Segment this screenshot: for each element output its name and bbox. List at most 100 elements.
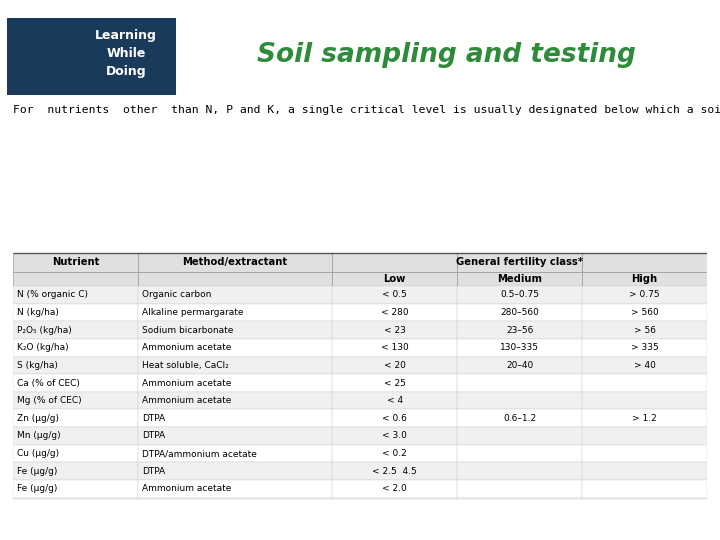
Bar (332, 515, 457, 533)
Bar (332, 303, 457, 321)
Text: Ammonium acetate: Ammonium acetate (142, 379, 231, 388)
Text: > 1.2: > 1.2 (632, 414, 657, 423)
Text: > 335: > 335 (631, 343, 659, 352)
Bar (13, 374, 138, 392)
Bar (582, 303, 707, 321)
Text: Mn (μg/g): Mn (μg/g) (17, 431, 60, 441)
Bar (13, 515, 138, 533)
Text: < 2.0: < 2.0 (382, 484, 407, 494)
Text: Ammonium acetate: Ammonium acetate (142, 343, 231, 352)
Text: Mg (% of CEC): Mg (% of CEC) (17, 396, 82, 405)
Text: 0.6–1.2: 0.6–1.2 (503, 414, 536, 423)
Bar (332, 392, 457, 409)
Text: Ammonium acetate: Ammonium acetate (142, 484, 231, 494)
Bar (332, 321, 457, 339)
Text: < 2.5  4.5: < 2.5 4.5 (372, 467, 417, 476)
Text: < 0.5: < 0.5 (382, 291, 407, 299)
Text: < 0.5: < 0.5 (382, 502, 407, 511)
Bar (332, 253, 457, 272)
Text: Medium: Medium (497, 274, 542, 284)
Text: While: While (107, 47, 145, 60)
Bar (457, 272, 582, 286)
Bar (332, 286, 457, 303)
Text: < 25: < 25 (384, 379, 405, 388)
Text: K₂O (kg/ha): K₂O (kg/ha) (17, 343, 68, 352)
Text: DTPA/ammonium acetate: DTPA/ammonium acetate (142, 449, 257, 458)
Text: < 0.6: < 0.6 (382, 414, 407, 423)
Text: < 3.0: < 3.0 (382, 431, 407, 441)
Bar (457, 497, 582, 515)
Text: DTPA: DTPA (142, 467, 165, 476)
Text: 20–40: 20–40 (506, 361, 534, 370)
Text: Low: Low (384, 274, 406, 284)
Text: High: High (631, 274, 657, 284)
Bar (582, 445, 707, 462)
Bar (457, 303, 582, 321)
Text: 23–56: 23–56 (506, 326, 534, 335)
Bar (13, 427, 138, 445)
Text: > 56: > 56 (634, 326, 656, 335)
Text: For  nutrients  other  than N, P and K, a single critical level is usually desig: For nutrients other than N, P and K, a s… (13, 105, 720, 115)
Bar (13, 480, 138, 497)
Text: < 280: < 280 (381, 308, 408, 317)
Text: < 0.2: < 0.2 (382, 449, 407, 458)
Bar (13, 286, 138, 303)
Bar (13, 445, 138, 462)
Bar (332, 339, 457, 356)
Text: P₂O₅ (kg/ha): P₂O₅ (kg/ha) (17, 326, 72, 335)
Text: General fertility class*: General fertility class* (456, 258, 583, 267)
Text: B (μg/g): B (μg/g) (17, 502, 53, 511)
Bar (582, 272, 707, 286)
Bar (13, 409, 138, 427)
Text: 14: 14 (681, 514, 698, 527)
Bar (582, 253, 707, 272)
Text: Hot water: Hot water (142, 502, 186, 511)
Bar (138, 286, 332, 303)
Bar (138, 374, 332, 392)
Bar (332, 272, 457, 286)
Bar (582, 515, 707, 533)
Bar (332, 356, 457, 374)
Bar (457, 253, 582, 272)
Bar (138, 462, 332, 480)
Bar (332, 497, 457, 515)
Bar (138, 445, 332, 462)
Text: DTPA: DTPA (142, 431, 165, 441)
Bar (138, 427, 332, 445)
Bar (138, 409, 332, 427)
Bar (582, 339, 707, 356)
Bar (582, 427, 707, 445)
Bar (457, 480, 582, 497)
Bar (13, 253, 138, 272)
Bar (582, 286, 707, 303)
Bar (332, 374, 457, 392)
Bar (582, 480, 707, 497)
Bar (13, 303, 138, 321)
Bar (457, 445, 582, 462)
Bar (457, 356, 582, 374)
Bar (457, 427, 582, 445)
Text: > 40: > 40 (634, 361, 655, 370)
Bar (138, 356, 332, 374)
Bar (13, 356, 138, 374)
Bar (582, 462, 707, 480)
FancyBboxPatch shape (7, 18, 176, 94)
Bar (457, 462, 582, 480)
Bar (138, 303, 332, 321)
Text: Zn (μg/g): Zn (μg/g) (17, 414, 59, 423)
Bar (582, 392, 707, 409)
Text: Soil sampling and testing: Soil sampling and testing (257, 42, 636, 68)
Bar (582, 356, 707, 374)
Text: Organic carbon: Organic carbon (142, 291, 212, 299)
Text: < 23: < 23 (384, 326, 405, 335)
Bar (138, 480, 332, 497)
Text: < 4: < 4 (387, 396, 402, 405)
Text: Alkaline permargarate: Alkaline permargarate (142, 308, 243, 317)
Text: > 0.75: > 0.75 (629, 291, 660, 299)
Text: Doing: Doing (106, 65, 146, 78)
Text: N (kg/ha): N (kg/ha) (17, 308, 59, 317)
Bar (457, 321, 582, 339)
Bar (457, 392, 582, 409)
Bar (138, 339, 332, 356)
Text: 0.5–0.75: 0.5–0.75 (500, 291, 539, 299)
